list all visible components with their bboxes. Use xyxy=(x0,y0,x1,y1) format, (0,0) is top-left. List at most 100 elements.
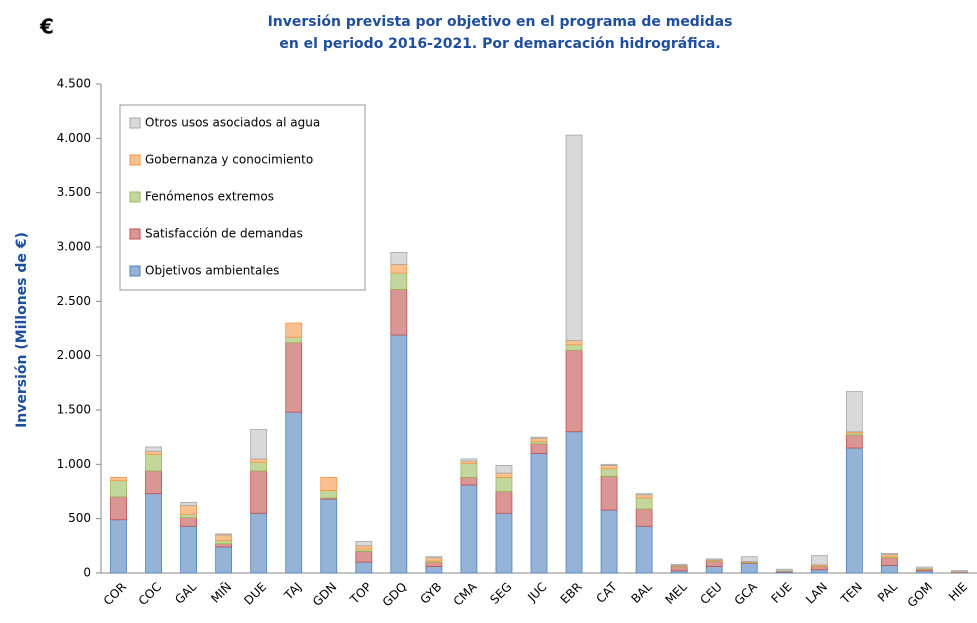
x-tick-label: SEG xyxy=(487,580,514,607)
bar-segment xyxy=(145,454,162,472)
bar-segment xyxy=(110,496,127,521)
bar-segment xyxy=(390,252,408,265)
bar-segment xyxy=(740,556,758,562)
bar-segment xyxy=(460,462,478,478)
bar-segment xyxy=(845,391,863,433)
x-tick-label: COR xyxy=(101,580,129,608)
x-tick-label: LAN xyxy=(803,580,830,607)
bar-segment xyxy=(460,458,478,462)
y-axis-label: Inversión (Millones de €) xyxy=(14,232,30,428)
bar-segment xyxy=(250,461,268,472)
bar-segment xyxy=(180,505,198,515)
bar-segment xyxy=(495,476,513,492)
bar-segment xyxy=(565,134,583,341)
bar-segment xyxy=(600,509,618,574)
legend-label: Satisfacción de demandas xyxy=(145,227,303,241)
bar-segment xyxy=(881,557,898,566)
chart-title: Inversión prevista por objetivo en el pr… xyxy=(268,14,733,30)
bar-segment xyxy=(810,569,828,574)
bar-segment xyxy=(495,472,513,478)
bar-segment xyxy=(285,342,303,413)
legend-label: Fenómenos extremos xyxy=(145,190,274,204)
bar-segment xyxy=(881,553,898,555)
x-tick-label: GAL xyxy=(172,579,199,606)
bar-segment xyxy=(180,525,198,574)
bar-segment xyxy=(250,470,268,514)
bar-segment xyxy=(110,476,127,482)
bar-segment xyxy=(425,561,443,567)
y-tick-label: 1.000 xyxy=(57,457,91,471)
bar-segment xyxy=(810,555,828,566)
x-tick-label: GDQ xyxy=(380,580,410,610)
bar-segment xyxy=(530,443,548,454)
bar-segment xyxy=(285,411,303,574)
legend-swatch xyxy=(129,228,141,240)
x-tick-label: JUC xyxy=(524,580,549,605)
bar-segment xyxy=(635,494,653,499)
bar-segment xyxy=(705,558,723,561)
bar-segment xyxy=(670,566,688,572)
bar-segment xyxy=(881,564,898,574)
bar-segment xyxy=(670,563,688,566)
x-tick-label: MEL xyxy=(662,579,690,607)
bar-segment xyxy=(845,434,863,449)
bar-segment xyxy=(355,561,373,574)
bar-segment xyxy=(215,543,233,548)
bar-segment xyxy=(390,272,408,290)
x-tick-label: TOP xyxy=(347,580,375,608)
x-tick-label: GDN xyxy=(310,580,339,609)
bar-segment xyxy=(530,453,548,574)
bar-segment xyxy=(600,465,618,470)
bar-segment xyxy=(530,436,548,439)
bar-segment xyxy=(355,550,373,563)
bar-segment xyxy=(180,501,198,507)
bar-segment xyxy=(460,476,478,486)
x-tick-label: CMA xyxy=(451,579,481,609)
y-tick-label: 0 xyxy=(83,566,91,580)
legend-swatch xyxy=(129,117,141,129)
bar-segment xyxy=(705,560,723,567)
bar-segment xyxy=(180,517,198,527)
bar-segment xyxy=(565,344,583,351)
y-tick-label: 3.000 xyxy=(57,240,91,254)
x-tick-label: FUE xyxy=(769,580,795,606)
x-tick-label: GCA xyxy=(732,579,761,608)
currency-symbol: € xyxy=(39,15,54,39)
bar-segment xyxy=(215,534,233,541)
x-tick-label: GOM xyxy=(905,580,935,610)
bar-segment xyxy=(320,498,338,574)
bar-segment xyxy=(285,336,303,344)
y-tick-label: 4.500 xyxy=(57,77,91,91)
bar-segment xyxy=(250,429,268,460)
bar-segment xyxy=(775,568,793,572)
bar-segment xyxy=(600,468,618,477)
x-tick-label: HIE xyxy=(946,580,970,604)
legend-swatch xyxy=(129,191,141,203)
chart-title: en el periodo 2016-2021. Por demarcación… xyxy=(279,36,720,52)
bar-segment xyxy=(355,545,373,550)
bar-segment xyxy=(635,508,653,527)
bar-segment xyxy=(215,546,233,574)
bar-segment xyxy=(530,437,548,442)
bar-segment xyxy=(460,484,478,574)
y-tick-label: 500 xyxy=(68,511,91,525)
bar-segment xyxy=(390,288,408,336)
x-tick-label: TEN xyxy=(837,580,864,607)
x-tick-label: GYB xyxy=(417,580,444,607)
bar-segment xyxy=(600,475,618,511)
bar-segment xyxy=(145,450,162,455)
x-tick-label: DUE xyxy=(241,580,269,608)
x-tick-label: PAL xyxy=(875,579,900,604)
y-tick-label: 1.500 xyxy=(57,403,91,417)
bar-segment xyxy=(845,447,863,574)
legend-swatch xyxy=(129,154,141,166)
y-tick-label: 3.500 xyxy=(57,185,91,199)
bar-segment xyxy=(951,570,968,573)
bar-segment xyxy=(495,512,513,574)
y-tick-label: 2.000 xyxy=(57,348,91,362)
x-tick-label: EBR xyxy=(558,580,585,607)
bar-segment xyxy=(705,566,723,574)
bar-segment xyxy=(215,540,233,545)
bar-segment xyxy=(285,322,303,338)
